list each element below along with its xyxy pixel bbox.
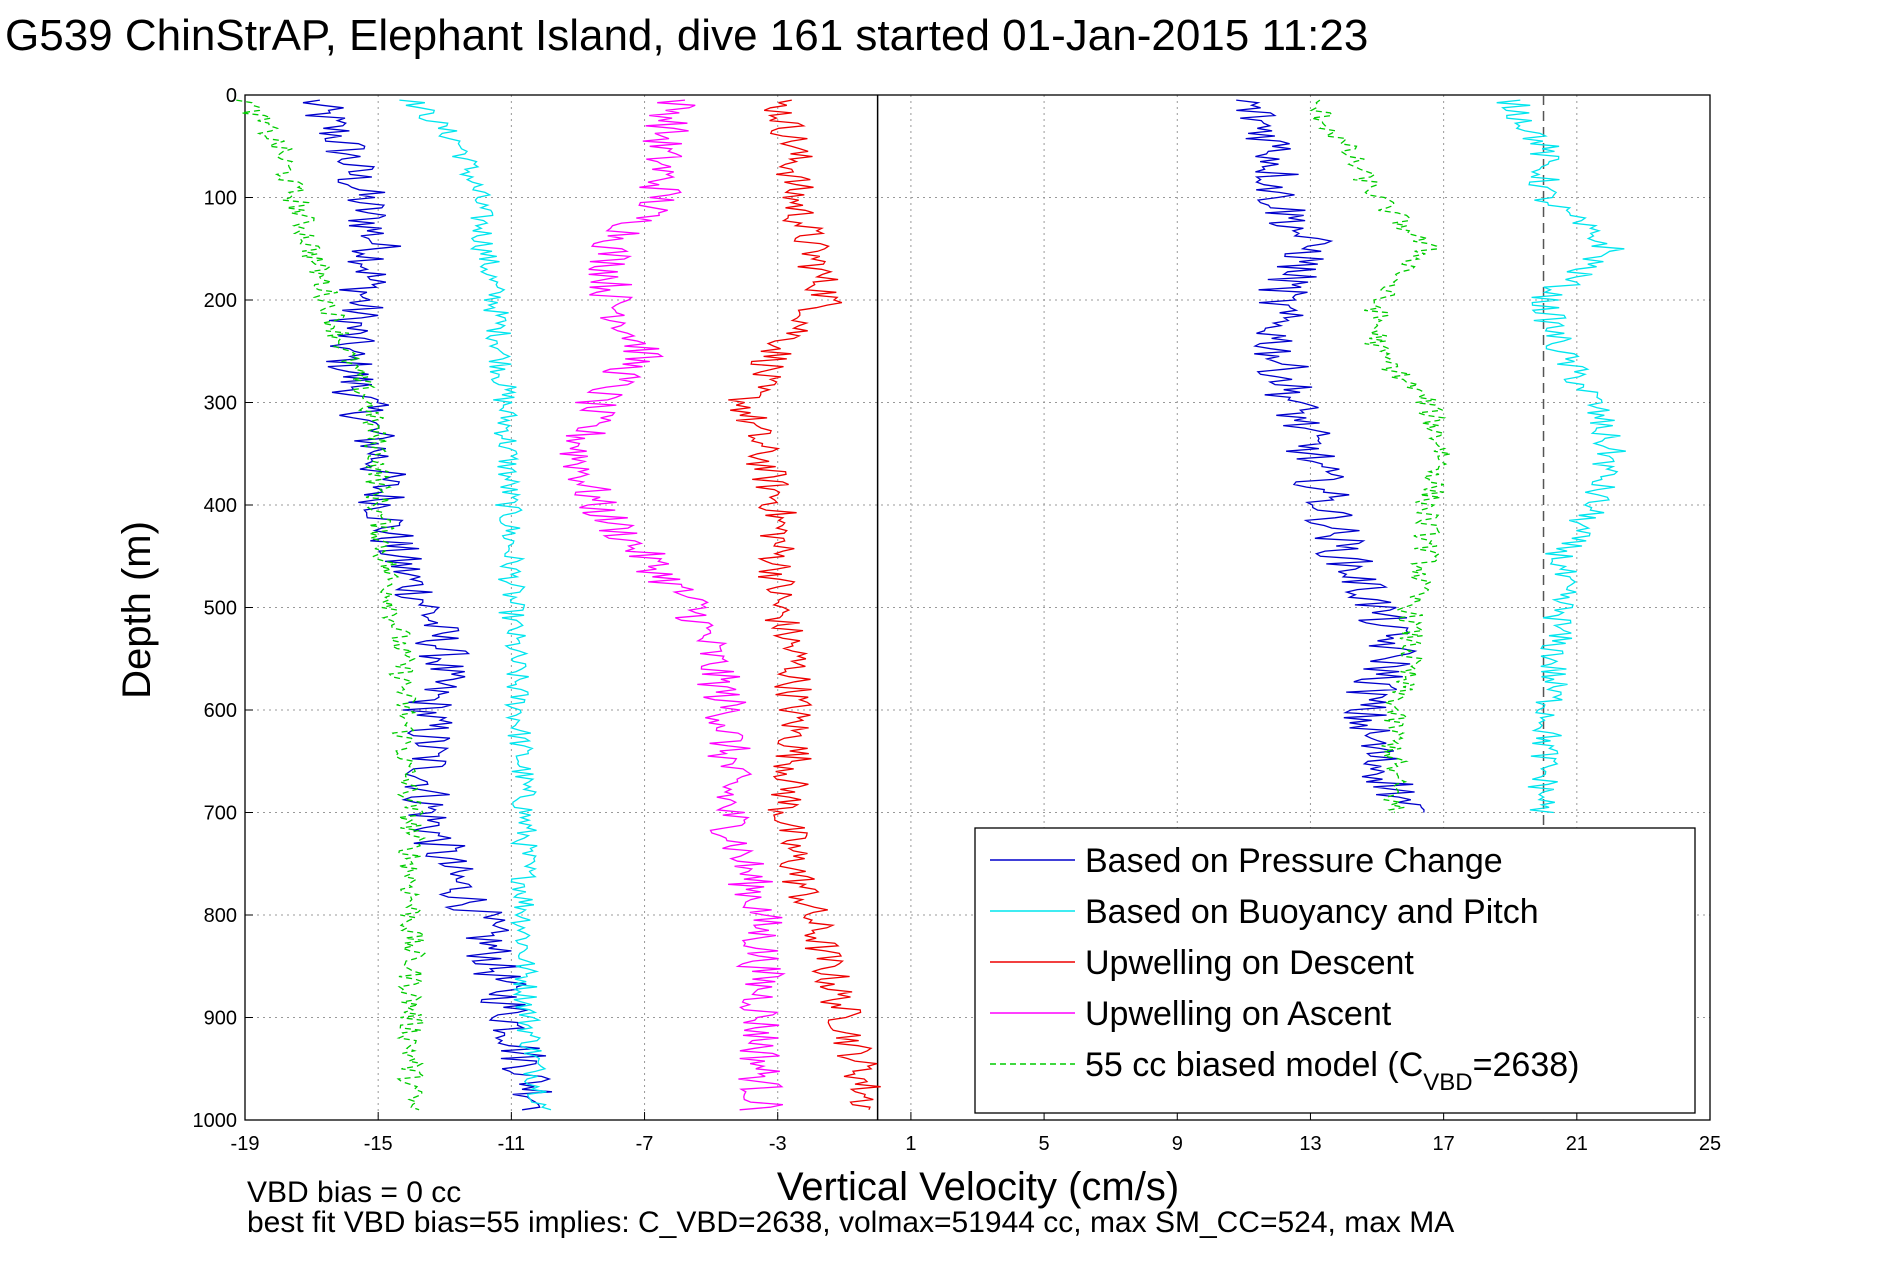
x-tick-label: -3 [769,1133,787,1155]
x-tick-label: -11 [498,1133,525,1155]
y-tick-label: 700 [204,803,237,825]
vbd-bias-note: VBD bias = 0 cc [247,1176,461,1209]
legend-label: Upwelling on Ascent [1085,995,1392,1033]
x-tick-label: 5 [1039,1133,1050,1155]
series-line [1236,99,1425,813]
legend-box [974,827,1696,1114]
y-tick-label: 800 [204,905,237,927]
y-tick-label: 400 [204,495,237,517]
x-tick-label: 17 [1433,1133,1455,1155]
legend-label: Based on Buoyancy and Pitch [1085,893,1539,931]
x-tick-label: 9 [1172,1133,1183,1155]
x-tick-label: 25 [1699,1133,1721,1155]
x-tick-label: 13 [1299,1133,1321,1155]
chart-title: G539 ChinStrAP, Elephant Island, dive 16… [5,11,1368,60]
legend-label: Upwelling on Descent [1085,944,1414,982]
series-line [236,99,427,1111]
series-lines [236,99,1626,1111]
y-axis-ticks: 0 100 200 300 400 500 600 700 800 900 1000 [193,85,253,1132]
y-tick-label: 500 [204,598,237,620]
y-tick-label: 100 [204,188,237,210]
x-tick-label: -19 [231,1133,260,1155]
legend-label: Based on Pressure Change [1085,842,1503,880]
series-line [1496,99,1626,814]
y-tick-label: 200 [204,290,237,312]
y-axis-label: Depth (m) [115,521,159,699]
x-tick-label: 21 [1566,1133,1588,1155]
y-tick-label: 600 [204,700,237,722]
x-axis-ticks: -19 -15 -11 -7 -3 1 5 9 13 17 21 25 [231,1112,1721,1155]
y-tick-label: 0 [226,85,237,107]
x-tick-label: 1 [905,1133,916,1155]
series-line [302,99,553,1111]
series-line [559,99,786,1111]
x-axis-label: Vertical Velocity (cm/s) [777,1165,1179,1209]
y-tick-label: 900 [204,1008,237,1030]
best-fit-note: best fit VBD bias=55 implies: C_VBD=2638… [247,1206,1454,1239]
y-tick-label: 300 [204,393,237,415]
series-line [1309,99,1451,814]
series-line [399,99,552,1111]
legend: Based on Pressure Change Based on Buoyanc… [974,827,1696,1114]
series-line [728,99,881,1111]
y-tick-label: 1000 [193,1110,238,1132]
x-tick-label: -15 [364,1133,393,1155]
x-tick-label: -7 [636,1133,654,1155]
